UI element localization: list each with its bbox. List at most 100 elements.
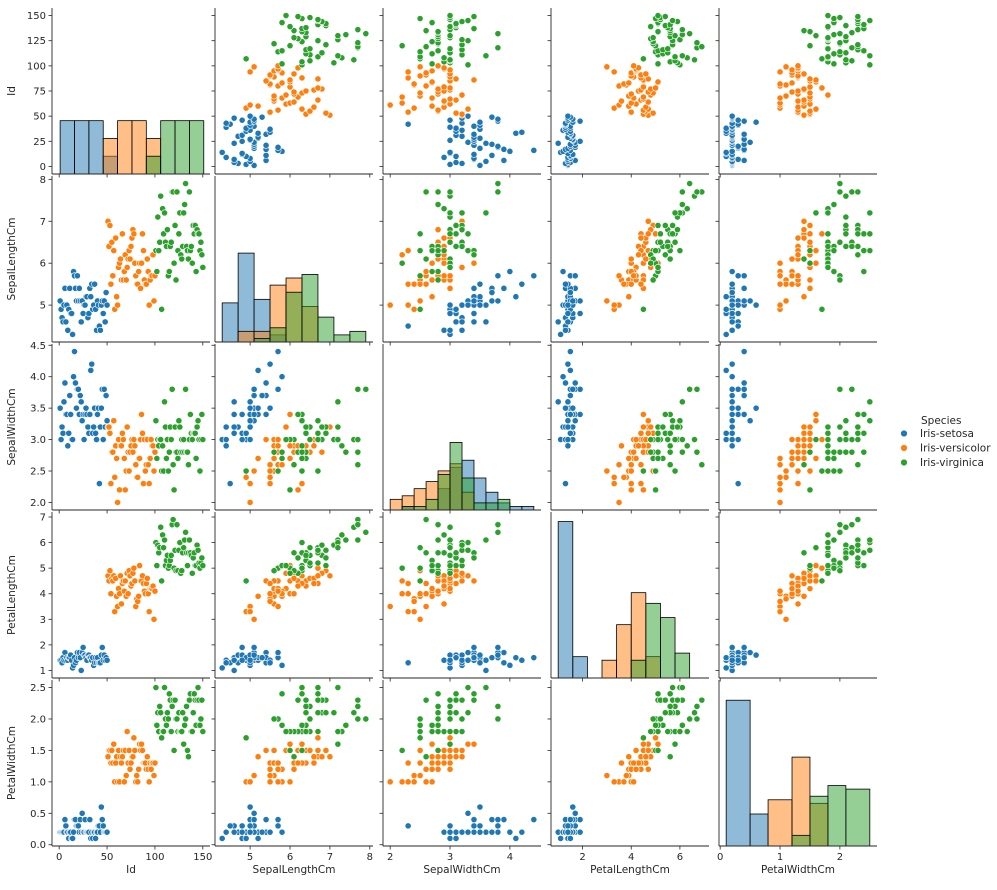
point-iris-virginica-33: [184, 562, 191, 569]
point-iris-versicolor-45: [446, 585, 454, 593]
point-iris-virginica-16: [446, 551, 454, 559]
point-iris-virginica-44: [464, 17, 472, 24]
point-iris-versicolor-33: [136, 455, 144, 462]
point-iris-virginica-4: [848, 57, 856, 65]
point-iris-virginica-34: [422, 549, 430, 557]
point-iris-virginica-8: [416, 544, 424, 552]
point-iris-virginica-35: [354, 536, 362, 544]
point-iris-versicolor-42: [422, 69, 430, 77]
hist-bar-sepalwidthcm-iris-setosa-11: [521, 506, 535, 511]
point-iris-versicolor-10: [776, 499, 784, 506]
point-iris-virginica-33: [298, 747, 306, 754]
point-iris-setosa-49: [464, 112, 472, 120]
point-iris-setosa-44: [740, 297, 748, 305]
point-iris-versicolor-25: [310, 753, 318, 761]
point-iris-setosa-6: [470, 318, 478, 326]
point-iris-virginica-34: [290, 27, 298, 35]
point-iris-setosa-0: [56, 404, 64, 412]
point-iris-versicolor-12: [627, 486, 635, 494]
point-iris-versicolor-45: [446, 66, 454, 74]
point-iris-virginica-44: [464, 230, 472, 238]
y-tick-label-id: 125: [27, 36, 46, 47]
point-iris-setosa-27: [476, 134, 484, 142]
panel-sepalwidthcm-vs-id: 2.02.53.03.54.04.5: [30, 341, 210, 514]
point-iris-virginica-34: [185, 461, 192, 469]
point-iris-versicolor-25: [310, 580, 318, 587]
point-iris-versicolor-14: [118, 442, 125, 450]
point-iris-virginica-6: [818, 467, 826, 475]
point-iris-versicolor-32: [788, 455, 796, 462]
point-iris-virginica-48: [470, 251, 478, 259]
point-iris-versicolor-43: [145, 301, 153, 309]
point-iris-virginica-14: [165, 448, 173, 456]
point-iris-virginica-18: [169, 461, 177, 469]
point-iris-virginica-20: [171, 222, 179, 229]
point-iris-versicolor-9: [625, 753, 633, 761]
point-iris-virginica-32: [848, 549, 856, 557]
point-iris-setosa-30: [238, 828, 246, 836]
point-iris-setosa-43: [476, 118, 484, 126]
point-iris-virginica-20: [322, 41, 330, 49]
point-iris-versicolor-34: [446, 284, 454, 292]
point-iris-virginica-46: [830, 467, 838, 475]
point-iris-versicolor-20: [458, 569, 466, 577]
point-iris-virginica-32: [434, 549, 442, 557]
y-tick-label-sepallengthcm: 8: [40, 175, 46, 186]
point-iris-virginica-25: [458, 728, 466, 735]
panel-petallengthcm-vs-petalwidthcm: [715, 512, 877, 682]
point-iris-virginica-40: [860, 230, 868, 238]
point-iris-virginica-49: [446, 562, 454, 569]
point-iris-virginica-4: [306, 57, 314, 65]
hist-bar-petallengthcm-iris-virginica-8: [674, 652, 691, 679]
point-iris-virginica-9: [334, 52, 342, 60]
point-iris-setosa-14: [506, 661, 514, 669]
point-iris-virginica-31: [362, 715, 370, 723]
point-iris-virginica-33: [654, 747, 662, 754]
point-iris-versicolor-7: [410, 104, 418, 112]
point-iris-setosa-43: [476, 803, 484, 811]
point-iris-versicolor-49: [794, 448, 802, 456]
point-iris-virginica-16: [664, 436, 672, 443]
point-iris-setosa-16: [262, 379, 270, 387]
y-axis-title-sepalwidthcm: SepalWidthCm: [6, 388, 18, 465]
point-iris-versicolor-24: [127, 759, 135, 767]
point-iris-virginica-17: [693, 703, 701, 710]
point-iris-setosa-45: [734, 436, 742, 443]
point-iris-versicolor-45: [632, 765, 640, 773]
point-iris-setosa-42: [222, 119, 230, 127]
point-iris-virginica-18: [422, 696, 430, 704]
point-iris-setosa-43: [752, 118, 760, 126]
point-iris-versicolor-36: [644, 429, 652, 437]
point-iris-virginica-5: [350, 709, 358, 717]
point-iris-virginica-47: [306, 14, 314, 21]
point-iris-virginica-18: [698, 696, 706, 704]
point-iris-virginica-31: [362, 30, 370, 38]
point-iris-setosa-46: [494, 828, 502, 836]
point-iris-virginica-22: [354, 521, 362, 529]
point-iris-virginica-24: [842, 230, 850, 238]
point-iris-virginica-44: [314, 546, 322, 554]
point-iris-versicolor-20: [123, 423, 131, 431]
point-iris-setosa-46: [569, 297, 577, 305]
point-iris-virginica-21: [649, 276, 657, 284]
hist-bar-petallengthcm-iris-virginica-5: [630, 659, 647, 679]
y-tick-label-id: 75: [33, 87, 46, 98]
point-iris-versicolor-42: [144, 461, 152, 469]
point-iris-virginica-6: [639, 305, 647, 313]
point-iris-virginica-17: [494, 703, 502, 710]
point-iris-versicolor-14: [118, 759, 125, 767]
point-iris-versicolor-6: [298, 740, 306, 748]
point-iris-virginica-29: [446, 209, 454, 217]
point-iris-versicolor-35: [812, 577, 820, 585]
point-iris-virginica-13: [836, 467, 844, 475]
point-iris-versicolor-17: [776, 455, 784, 462]
point-iris-virginica-46: [416, 15, 424, 22]
point-iris-setosa-24: [238, 411, 246, 418]
point-iris-virginica-37: [452, 728, 460, 735]
y-tick-label-petallengthcm: 2: [40, 640, 46, 651]
point-iris-virginica-9: [482, 684, 490, 691]
point-iris-versicolor-32: [278, 79, 286, 87]
point-iris-versicolor-29: [422, 82, 430, 90]
